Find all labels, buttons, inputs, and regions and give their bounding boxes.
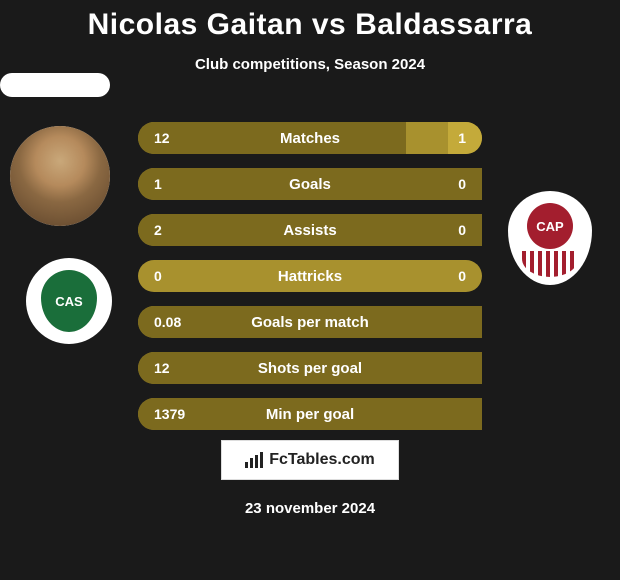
brand-logo: FcTables.com bbox=[221, 440, 399, 480]
stat-label: Shots per goal bbox=[208, 360, 412, 377]
stat-row: 1379Min per goal bbox=[138, 398, 482, 430]
player-left-photo bbox=[10, 126, 110, 226]
stat-row: 0.08Goals per match bbox=[138, 306, 482, 338]
stat-value-left: 1379 bbox=[138, 406, 208, 422]
stat-row: 1Goals0 bbox=[138, 168, 482, 200]
player-left-avatar bbox=[10, 126, 110, 226]
stat-value-left: 0.08 bbox=[138, 314, 208, 330]
stat-value-left: 12 bbox=[138, 360, 208, 376]
stat-value-left: 1 bbox=[138, 176, 208, 192]
stat-label: Min per goal bbox=[208, 406, 412, 423]
stat-row: 2Assists0 bbox=[138, 214, 482, 246]
stat-row: 12Matches1 bbox=[138, 122, 482, 154]
stat-row: 0Hattricks0 bbox=[138, 260, 482, 292]
stat-value-left: 12 bbox=[138, 130, 208, 146]
club-left-shield: CAS bbox=[41, 270, 97, 332]
stat-value-right: 0 bbox=[412, 268, 482, 284]
stat-value-right: 0 bbox=[412, 176, 482, 192]
stat-value-right: 0 bbox=[412, 222, 482, 238]
footer-date: 23 november 2024 bbox=[245, 500, 375, 517]
page-subtitle: Club competitions, Season 2024 bbox=[0, 56, 620, 73]
club-right-abbr: CAP bbox=[527, 203, 573, 249]
club-right-shield: CAP bbox=[508, 191, 592, 285]
page-title: Nicolas Gaitan vs Baldassarra bbox=[0, 8, 620, 42]
header: Nicolas Gaitan vs Baldassarra Club compe… bbox=[0, 0, 620, 73]
stat-row: 12Shots per goal bbox=[138, 352, 482, 384]
player-right-avatar bbox=[0, 73, 110, 97]
club-right-stripes bbox=[522, 251, 578, 277]
stat-label: Assists bbox=[208, 222, 412, 239]
stat-label: Goals bbox=[208, 176, 412, 193]
brand-text: FcTables.com bbox=[269, 451, 375, 469]
stat-label: Matches bbox=[208, 130, 412, 147]
club-left-badge: CAS bbox=[26, 258, 112, 344]
stat-value-right: 1 bbox=[412, 130, 482, 146]
stat-label: Goals per match bbox=[208, 314, 412, 331]
chart-icon bbox=[245, 452, 263, 468]
stat-value-left: 0 bbox=[138, 268, 208, 284]
stats-container: 12Matches11Goals02Assists00Hattricks00.0… bbox=[138, 122, 482, 444]
club-right-badge: CAP bbox=[500, 188, 600, 288]
stat-value-left: 2 bbox=[138, 222, 208, 238]
stat-label: Hattricks bbox=[208, 268, 412, 285]
